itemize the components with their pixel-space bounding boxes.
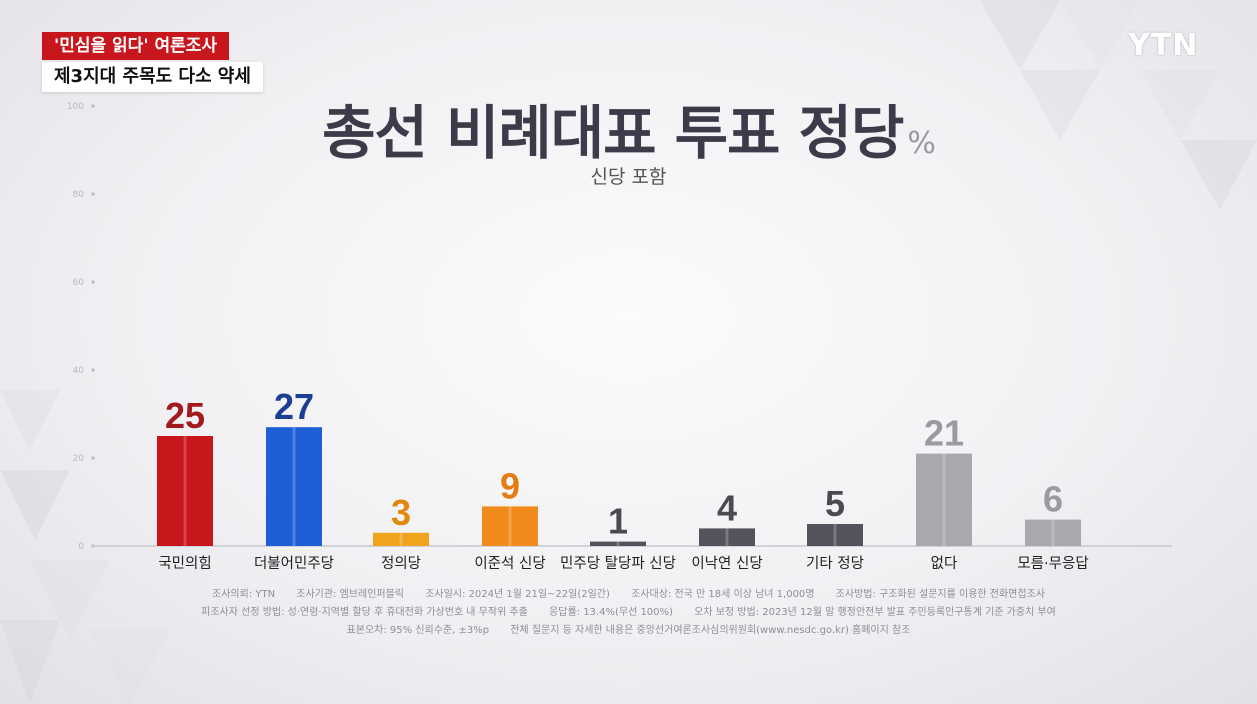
note-item: 조사의뢰: YTN <box>212 589 276 600</box>
category-label: 국민의힘 <box>158 555 211 572</box>
chart-title-block: 총선 비례대표 투표 정당% <box>0 86 1257 170</box>
data-label: 25 <box>165 395 205 436</box>
data-label: 5 <box>825 483 845 524</box>
y-tick-label: 20 <box>73 454 85 464</box>
note-item: 조사방법: 구조화된 설문지를 이용한 전화면접조사 <box>835 589 1045 600</box>
bar-chart: 0 20 40 60 80 100 25 국민의힘 27 더불어민주당 3 정의당 9 이준석 신당 1 민주… <box>67 102 1172 572</box>
headline-tag: '민심을 읽다' 여론조사 <box>42 32 230 60</box>
y-tick-label: 100 <box>67 102 84 112</box>
ytn-logo: YTN <box>1128 28 1199 63</box>
data-label: 27 <box>274 386 314 427</box>
y-tick-label: 60 <box>73 278 85 288</box>
bar-sheen <box>590 541 646 546</box>
y-tick-mark <box>91 456 95 460</box>
note-item: 표본오차: 95% 신뢰수준, ±3%p <box>346 625 490 636</box>
bar-sheen <box>807 524 863 546</box>
note-item: 오차 보정 방법: 2023년 12월 말 행정안전부 발표 주민등록인구통계 … <box>694 607 1056 618</box>
chart-subtitle: 신당 포함 <box>590 166 667 188</box>
note-item: 응답률: 13.4%(무선 100%) <box>549 607 673 618</box>
notes-line-3: 표본오차: 95% 신뢰수준, ±3%p 전체 질문지 등 자세한 내용은 중앙… <box>0 622 1257 640</box>
note-item: 조사대상: 전국 만 18세 이상 남녀 1,000명 <box>631 589 815 600</box>
data-label: 4 <box>717 487 737 528</box>
chart-unit: % <box>907 126 935 161</box>
y-tick-label: 40 <box>73 366 85 376</box>
note-item: 전체 질문지 등 자세한 내용은 중앙선거여론조사심의위원회(www.nesdc… <box>510 625 911 636</box>
notes-line-2: 피조사자 선정 방법: 성·연령·지역별 할당 후 휴대전화 가상번호 내 무작… <box>0 604 1257 622</box>
note-item: 피조사자 선정 방법: 성·연령·지역별 할당 후 휴대전화 가상번호 내 무작… <box>201 607 528 618</box>
y-tick-mark <box>91 368 95 372</box>
survey-notes: 조사의뢰: YTN 조사기관: 엠브레인퍼블릭 조사일시: 2024년 1월 2… <box>0 586 1257 640</box>
category-label: 모름·무응답 <box>1017 555 1088 572</box>
category-label: 이준석 신당 <box>474 555 545 572</box>
data-label: 9 <box>500 465 520 506</box>
category-label: 정의당 <box>381 555 421 572</box>
bar-sheen <box>916 453 972 546</box>
bar-sheen <box>1025 519 1081 546</box>
y-tick-mark <box>91 280 95 284</box>
bar-sheen <box>266 427 322 546</box>
bar-sheen <box>373 532 429 546</box>
y-tick-label: 0 <box>78 542 84 552</box>
y-tick-mark <box>91 104 95 108</box>
category-label: 없다 <box>931 555 958 572</box>
data-label: 21 <box>924 413 964 454</box>
category-label: 이낙연 신당 <box>691 555 762 572</box>
note-item: 조사일시: 2024년 1월 21일~22일(2일간) <box>425 589 610 600</box>
y-tick-mark <box>91 192 95 196</box>
category-label: 기타 정당 <box>806 555 864 572</box>
bar-sheen <box>157 436 213 546</box>
data-label: 1 <box>608 501 628 542</box>
category-label: 민주당 탈당파 신당 <box>560 555 676 572</box>
chart-title: 총선 비례대표 투표 정당 <box>322 99 904 167</box>
subheadline-tag: 제3지대 주목도 다소 약세 <box>42 62 263 92</box>
notes-line-1: 조사의뢰: YTN 조사기관: 엠브레인퍼블릭 조사일시: 2024년 1월 2… <box>0 586 1257 604</box>
data-label: 3 <box>391 492 411 533</box>
note-item: 조사기관: 엠브레인퍼블릭 <box>296 589 404 600</box>
bar-sheen <box>482 506 538 546</box>
y-tick-label: 80 <box>73 190 85 200</box>
category-label: 더불어민주당 <box>254 555 334 572</box>
data-label: 6 <box>1043 479 1063 520</box>
bar-sheen <box>699 528 755 546</box>
